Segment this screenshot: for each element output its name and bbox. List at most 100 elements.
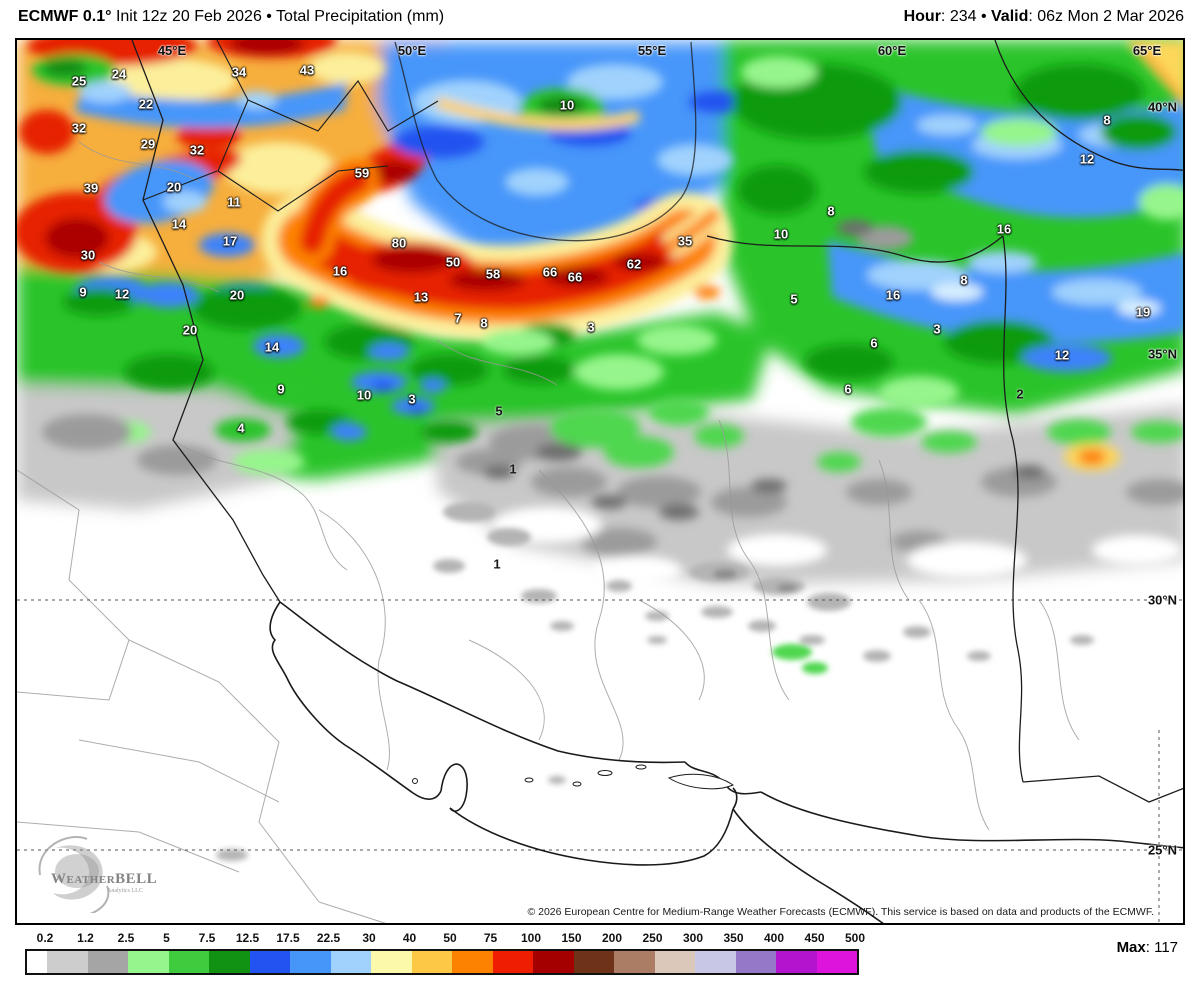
legend-tick-label: 450	[804, 931, 825, 945]
precip-value-label: 80	[391, 235, 407, 251]
precip-value-label: 8	[960, 272, 968, 288]
precip-value-label: 1	[493, 556, 501, 572]
legend-color-segment	[168, 951, 209, 973]
latitude-label: 35°N	[1147, 346, 1177, 362]
precip-value-label: 14	[264, 339, 280, 355]
precip-value-label: 34	[231, 64, 247, 80]
precip-value-label: 13	[413, 289, 429, 305]
copyright-text: © 2026 European Centre for Medium-Range …	[527, 906, 1154, 918]
legend-tick-label: 200	[601, 931, 623, 945]
precipitation-map: 45°E 50°E 55°E 60°E 65°E 40°N 35°N 30°N 25°N 25 2…	[15, 38, 1185, 925]
legend-color-segment	[330, 951, 371, 973]
precip-value-label: 2	[1016, 386, 1024, 402]
legend-color-segment	[533, 951, 574, 973]
legend-color-segment	[290, 951, 331, 973]
model-name: ECMWF 0.1°	[18, 8, 112, 25]
precip-value-label: 7	[454, 310, 462, 326]
precip-value-label: 50	[445, 254, 461, 270]
watermark-sub: Analytics LLC	[107, 888, 143, 894]
legend-tick-label: 12.5	[235, 931, 260, 945]
header: ECMWF 0.1° Init 12z 20 Feb 2026 • Total …	[0, 0, 1200, 38]
longitude-label: 60°E	[877, 43, 907, 58]
max-value: Max: 117	[1117, 939, 1178, 956]
latitude-label: 25°N	[1147, 842, 1177, 858]
precip-value-label: 66	[542, 264, 558, 280]
precip-value-label: 20	[166, 179, 182, 195]
legend-tick-label: 2.5	[117, 931, 135, 945]
precip-value-label: 10	[356, 387, 372, 403]
precip-value-label: 16	[885, 287, 901, 303]
precip-value-label: 4	[237, 420, 245, 436]
precip-value-label: 12	[114, 286, 130, 302]
precip-value-label: 58	[485, 266, 501, 282]
precip-value-label: 10	[773, 226, 789, 242]
longitude-label: 50°E	[397, 43, 427, 58]
precip-value-label: 8	[827, 203, 835, 219]
precip-value-label: 12	[1079, 151, 1095, 167]
legend-tick-label: 300	[682, 931, 704, 945]
precip-value-label: 30	[80, 247, 96, 263]
precip-value-label: 14	[171, 216, 187, 232]
precip-value-label: 19	[1135, 304, 1151, 320]
precip-value-label: 20	[182, 322, 198, 338]
legend-tick-label: 5	[163, 931, 170, 945]
legend-tick-label: 50	[443, 931, 457, 945]
max-number: : 117	[1145, 939, 1178, 956]
legend-color-segment	[573, 951, 614, 973]
legend-color-segment	[47, 951, 88, 973]
precip-value-label: 11	[227, 194, 241, 210]
valid-time: Hour: 234 • Valid: 06z Mon 2 Mar 2026	[904, 8, 1184, 26]
legend-color-segment	[695, 951, 736, 973]
precip-value-label: 6	[870, 335, 878, 351]
precip-value-label: 32	[71, 120, 87, 136]
color-scale-legend: 0.2 1.2 2.5 5 7.5 12.5 17.5 22.5 30 40 50 75 100 150 2…	[0, 925, 1200, 984]
map-graphic	[17, 40, 1183, 923]
legend-tick-label: 400	[763, 931, 785, 945]
legend-color-segment	[614, 951, 655, 973]
precip-value-label: 59	[354, 165, 370, 181]
legend-tick-label: 30	[362, 931, 376, 945]
map-title: ECMWF 0.1° Init 12z 20 Feb 2026 • Total …	[18, 8, 444, 26]
precip-value-label: 6	[844, 381, 852, 397]
legend-tick-label: 22.5	[316, 931, 341, 945]
precip-value-label: 43	[299, 62, 315, 78]
hour-value: : 234 •	[940, 8, 991, 25]
precip-value-label: 12	[1054, 347, 1070, 363]
legend-tick-label: 75	[483, 931, 498, 945]
longitude-label: 65°E	[1132, 43, 1162, 58]
legend-color-segment	[371, 951, 412, 973]
legend-tick-label: 17.5	[276, 931, 300, 945]
precip-value-label: 5	[790, 291, 798, 307]
precip-value-label: 66	[567, 269, 583, 285]
legend-tick-row: 0.2 1.2 2.5 5 7.5 12.5 17.5 22.5 30 40 50 75 100 150 2…	[25, 931, 885, 947]
precip-value-label: 62	[626, 256, 642, 272]
precip-value-label: 32	[189, 142, 205, 158]
precip-value-label: 39	[83, 180, 99, 196]
legend-color-segment	[209, 951, 250, 973]
longitude-label: 55°E	[637, 43, 667, 58]
legend-tick-label: 100	[520, 931, 542, 945]
max-label: Max	[1116, 939, 1146, 956]
precip-value-label: 24	[111, 66, 127, 82]
legend-tick-label: 250	[642, 931, 663, 945]
legend-color-segment	[128, 951, 169, 973]
legend-color-segment	[249, 951, 290, 973]
hurricane-logo-icon	[38, 836, 110, 913]
precip-value-label: 3	[587, 319, 595, 335]
precip-value-label: 22	[138, 96, 154, 112]
precip-value-label: 16	[996, 221, 1012, 237]
init-info: Init 12z 20 Feb 2026 • Total Precipitati…	[111, 8, 445, 25]
precip-value-label: 5	[495, 403, 503, 419]
legend-color-segment	[776, 951, 817, 973]
precip-value-label: 35	[677, 233, 693, 249]
legend-tick-label: 500	[844, 931, 866, 945]
precip-value-label: 1	[509, 461, 517, 477]
precip-value-label: 8	[1103, 112, 1111, 128]
legend-tick-label: 150	[561, 931, 582, 945]
valid-label: Valid	[991, 8, 1029, 25]
legend-color-segment	[411, 951, 452, 973]
watermark-name: WeatherBELL	[51, 871, 158, 887]
precip-value-label: 8	[480, 315, 488, 331]
legend-color-segment	[654, 951, 695, 973]
